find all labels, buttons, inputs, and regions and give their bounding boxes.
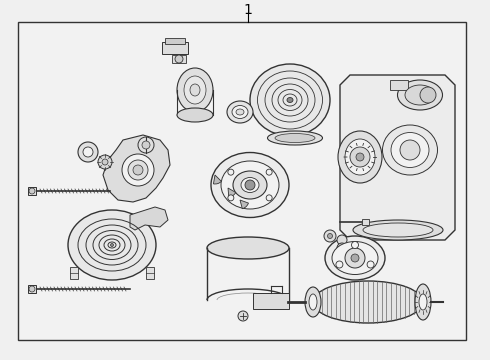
Circle shape xyxy=(351,242,359,248)
Circle shape xyxy=(29,286,35,292)
Wedge shape xyxy=(228,188,236,197)
Ellipse shape xyxy=(175,55,183,63)
Ellipse shape xyxy=(250,64,330,136)
Bar xyxy=(18,22,466,340)
Wedge shape xyxy=(214,175,221,184)
Circle shape xyxy=(266,169,272,175)
Ellipse shape xyxy=(211,153,289,217)
Ellipse shape xyxy=(232,105,248,118)
Ellipse shape xyxy=(383,125,438,175)
Bar xyxy=(253,293,289,309)
Ellipse shape xyxy=(177,68,213,112)
Circle shape xyxy=(324,230,336,242)
Circle shape xyxy=(351,254,359,262)
Circle shape xyxy=(133,165,143,175)
Ellipse shape xyxy=(363,223,433,237)
Circle shape xyxy=(138,137,154,153)
Ellipse shape xyxy=(287,98,293,103)
Circle shape xyxy=(337,243,347,253)
Polygon shape xyxy=(130,207,168,230)
Circle shape xyxy=(83,147,93,157)
Circle shape xyxy=(350,147,370,167)
Ellipse shape xyxy=(268,131,322,145)
Circle shape xyxy=(336,261,343,268)
Ellipse shape xyxy=(397,80,442,110)
Bar xyxy=(362,219,369,225)
Ellipse shape xyxy=(419,294,427,310)
Ellipse shape xyxy=(177,108,213,122)
Ellipse shape xyxy=(325,236,385,280)
Bar xyxy=(390,80,408,90)
Circle shape xyxy=(420,87,436,103)
Circle shape xyxy=(142,141,150,149)
Ellipse shape xyxy=(184,76,206,104)
Ellipse shape xyxy=(305,287,321,317)
Bar xyxy=(70,267,78,279)
Ellipse shape xyxy=(207,237,289,259)
Ellipse shape xyxy=(275,134,315,143)
Circle shape xyxy=(337,235,347,245)
Bar xyxy=(162,42,188,54)
Circle shape xyxy=(78,142,98,162)
Circle shape xyxy=(29,188,35,194)
Polygon shape xyxy=(103,135,170,202)
Ellipse shape xyxy=(111,243,114,247)
Circle shape xyxy=(238,311,248,321)
Ellipse shape xyxy=(313,281,423,323)
Circle shape xyxy=(400,140,420,160)
Bar xyxy=(28,187,36,195)
Circle shape xyxy=(266,195,272,201)
Ellipse shape xyxy=(241,177,259,193)
Ellipse shape xyxy=(236,109,244,115)
Ellipse shape xyxy=(353,220,443,240)
Ellipse shape xyxy=(415,284,431,320)
Text: 1: 1 xyxy=(244,3,252,17)
Circle shape xyxy=(102,159,108,165)
Circle shape xyxy=(128,160,148,180)
Bar xyxy=(146,267,154,279)
Circle shape xyxy=(228,195,234,201)
Bar xyxy=(28,285,36,293)
Circle shape xyxy=(356,153,364,161)
Bar xyxy=(172,55,186,63)
Circle shape xyxy=(228,169,234,175)
Ellipse shape xyxy=(227,101,253,123)
Ellipse shape xyxy=(332,242,378,274)
Polygon shape xyxy=(340,75,455,240)
Ellipse shape xyxy=(391,132,429,167)
Circle shape xyxy=(98,155,112,169)
Circle shape xyxy=(367,261,374,268)
Ellipse shape xyxy=(221,161,279,209)
Circle shape xyxy=(122,154,154,186)
Circle shape xyxy=(345,248,365,268)
Circle shape xyxy=(327,234,333,239)
Ellipse shape xyxy=(309,294,317,310)
Ellipse shape xyxy=(338,131,382,183)
Wedge shape xyxy=(240,200,248,209)
Ellipse shape xyxy=(405,85,435,105)
Ellipse shape xyxy=(68,210,156,280)
Circle shape xyxy=(245,180,255,190)
Ellipse shape xyxy=(345,139,375,175)
Ellipse shape xyxy=(233,171,267,199)
Ellipse shape xyxy=(190,84,200,96)
Bar xyxy=(165,38,185,44)
